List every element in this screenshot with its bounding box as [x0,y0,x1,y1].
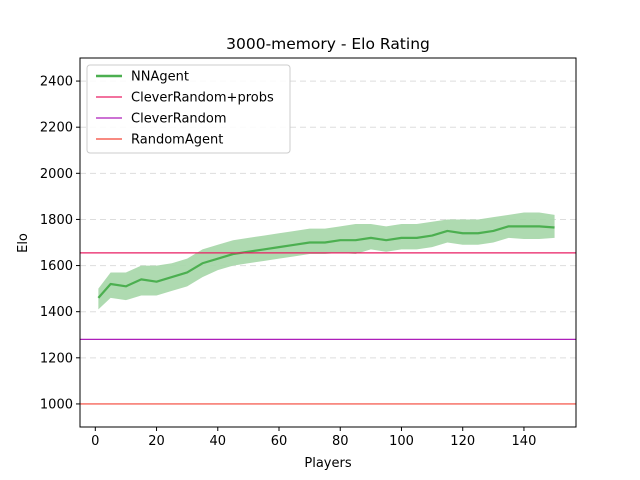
x-tick-label: 0 [91,434,99,449]
x-tick-label: 80 [332,434,349,449]
x-tick-label: 140 [512,434,537,449]
x-tick-label: 40 [210,434,227,449]
legend-label: RandomAgent [131,133,223,148]
y-tick-label: 1400 [40,305,73,320]
nnagent-line [97,225,555,299]
confidence-band-area [98,212,555,310]
legend-label: CleverRandom [131,112,227,127]
legend-label: CleverRandom+probs [131,91,274,106]
y-tick-label: 1800 [40,213,73,228]
legend-label: NNAgent [131,70,189,85]
series-lines [80,225,576,405]
nnagent-confidence-band [98,212,555,310]
x-axis-label: Players [304,456,351,471]
y-tick-label: 2000 [40,167,73,182]
y-tick-label: 1200 [40,351,73,366]
x-tick-label: 100 [389,434,414,449]
plot-area-frame [79,57,577,428]
legend: NNAgent CleverRandom+probs CleverRandom Ran… [86,64,291,154]
x-axis-ticks: 0 20 40 60 80 100 120 140 [91,427,536,449]
legend-box [86,64,291,154]
y-tick-label: 1600 [40,259,73,274]
y-tick-label: 1000 [40,397,73,412]
x-tick-label: 20 [148,434,165,449]
y-tick-label: 2200 [40,121,73,136]
y-tick-label: 2400 [40,75,73,90]
y-axis-ticks: 1000 1200 1400 1600 1800 2000 2200 2400 [40,75,80,412]
y-axis-label: Elo [16,233,31,253]
x-tick-label: 60 [271,434,288,449]
chart-title: 3000-memory - Elo Rating [226,35,430,53]
x-tick-label: 120 [450,434,475,449]
